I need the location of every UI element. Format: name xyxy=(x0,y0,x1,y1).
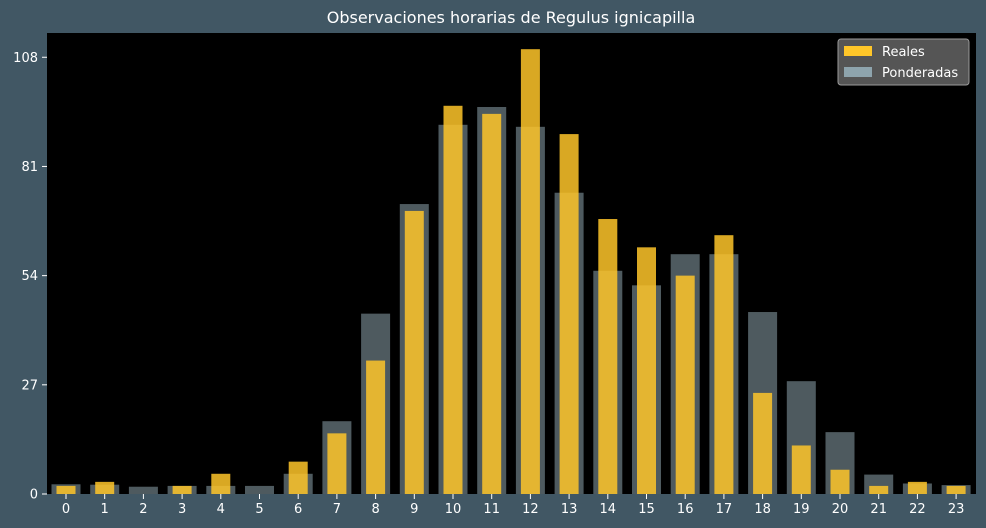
bar-reales-9 xyxy=(404,210,424,495)
x-tick-label-5: 5 xyxy=(255,502,263,517)
x-tick-label-11: 11 xyxy=(483,502,500,517)
x-tick-label-17: 17 xyxy=(716,502,733,517)
bar-reales-20 xyxy=(830,469,850,494)
y-tick-label-54: 54 xyxy=(21,269,38,284)
y-tick-label-0: 0 xyxy=(30,488,38,503)
legend-label-ponderadas: Ponderadas xyxy=(882,66,958,81)
bar-reales-15 xyxy=(637,247,656,494)
chart-title: Observaciones horarias de Regulus ignica… xyxy=(327,8,696,27)
legend-swatch-reales xyxy=(844,46,872,56)
x-tick-label-16: 16 xyxy=(677,502,694,517)
x-tick-label-2: 2 xyxy=(139,502,147,517)
bar-reales-23 xyxy=(946,485,966,494)
x-tick-label-20: 20 xyxy=(832,502,849,517)
bar-reales-10 xyxy=(443,105,463,494)
x-tick-label-13: 13 xyxy=(561,502,578,517)
bar-reales-1 xyxy=(95,481,115,494)
x-tick-label-1: 1 xyxy=(101,502,109,517)
legend: Reales Ponderadas xyxy=(837,38,970,86)
x-tick-label-15: 15 xyxy=(638,502,655,517)
bar-reales-0 xyxy=(56,485,76,494)
bar-reales-17 xyxy=(714,235,734,494)
bar-reales-3 xyxy=(172,485,192,494)
bar-reales-16 xyxy=(675,275,695,494)
x-tick-label-21: 21 xyxy=(870,502,887,517)
y-tick-label-81: 81 xyxy=(21,160,38,175)
x-tick-label-8: 8 xyxy=(371,502,379,517)
bar-reales-11 xyxy=(482,113,502,494)
bar-reales-8 xyxy=(366,360,386,494)
bars-layer xyxy=(51,49,971,495)
bar-ponderadas-5 xyxy=(245,485,274,494)
x-tick-label-23: 23 xyxy=(948,502,965,517)
bar-reales-6 xyxy=(288,461,308,494)
x-tick-label-0: 0 xyxy=(62,502,70,517)
legend-swatch-ponderadas xyxy=(844,67,872,77)
x-tick-label-10: 10 xyxy=(445,502,462,517)
bar-reales-19 xyxy=(791,445,811,494)
bar-reales-7 xyxy=(327,433,347,494)
bar-ponderadas-2 xyxy=(128,486,158,494)
x-tick-label-7: 7 xyxy=(333,502,341,517)
x-tick-label-6: 6 xyxy=(294,502,302,517)
bar-reales-14 xyxy=(598,219,618,494)
plot-area xyxy=(47,33,976,494)
bar-reales-13 xyxy=(559,134,579,494)
x-tick-label-18: 18 xyxy=(754,502,771,517)
y-tick-label-27: 27 xyxy=(21,378,38,393)
y-tick-label-108: 108 xyxy=(13,51,38,66)
bar-reales-22 xyxy=(907,481,927,494)
x-tick-label-14: 14 xyxy=(600,502,617,517)
x-tick-label-19: 19 xyxy=(793,502,810,517)
x-tick-label-9: 9 xyxy=(410,502,418,517)
bar-reales-4 xyxy=(211,473,231,494)
x-tick-label-3: 3 xyxy=(178,502,186,517)
legend-label-reales: Reales xyxy=(882,45,925,60)
bar-reales-12 xyxy=(520,49,540,494)
x-tick-label-12: 12 xyxy=(522,502,539,517)
x-tick-label-4: 4 xyxy=(217,502,225,517)
bar-reales-18 xyxy=(753,392,773,494)
x-tick-label-22: 22 xyxy=(909,502,926,517)
bar-reales-21 xyxy=(869,485,889,494)
